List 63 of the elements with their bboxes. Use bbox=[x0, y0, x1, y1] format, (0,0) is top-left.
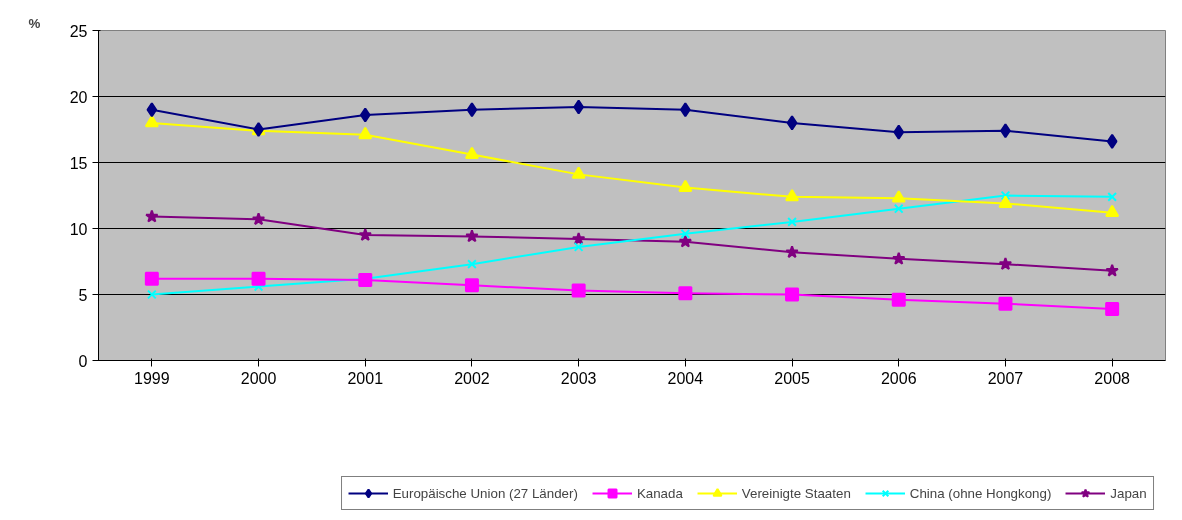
legend-label: Vereinigte Staaten bbox=[741, 485, 851, 501]
y-tick-label: 15 bbox=[69, 154, 88, 172]
point bbox=[466, 102, 478, 118]
y-tick-label: 25 bbox=[69, 22, 88, 40]
point bbox=[893, 124, 905, 140]
x-tick-label: 2001 bbox=[347, 369, 384, 387]
x-tick-label: 2000 bbox=[240, 369, 277, 387]
point bbox=[678, 179, 693, 193]
point bbox=[251, 212, 266, 226]
point bbox=[678, 286, 693, 301]
point bbox=[571, 166, 586, 179]
point bbox=[891, 190, 906, 203]
point bbox=[785, 287, 800, 302]
point bbox=[145, 209, 159, 223]
point bbox=[464, 278, 479, 293]
point bbox=[465, 229, 479, 243]
x-tick-label: 2004 bbox=[667, 369, 704, 387]
x-tick-label: 2005 bbox=[774, 369, 810, 387]
point bbox=[1105, 302, 1120, 317]
point bbox=[1105, 204, 1120, 218]
x-tick-label: 2007 bbox=[987, 369, 1024, 387]
point bbox=[785, 245, 799, 259]
point bbox=[144, 271, 159, 286]
x-tick-label: 1999 bbox=[134, 369, 170, 387]
point bbox=[571, 283, 586, 298]
x-tick-label: 2002 bbox=[454, 369, 490, 387]
point bbox=[891, 292, 906, 307]
point bbox=[144, 114, 159, 128]
y-tick-label: 0 bbox=[78, 352, 88, 370]
y-tick-label: 20 bbox=[69, 88, 88, 106]
point bbox=[1106, 133, 1118, 149]
point bbox=[893, 203, 904, 214]
y-tick-label: 10 bbox=[69, 220, 88, 238]
legend-label: Kanada bbox=[636, 485, 683, 501]
point bbox=[464, 146, 479, 160]
y-axis-title: % bbox=[28, 15, 41, 31]
point bbox=[573, 242, 584, 252]
legend-label: Europäische Union (27 Länder) bbox=[392, 485, 578, 501]
y-tick-label: 5 bbox=[78, 286, 88, 304]
x-tick-label: 2006 bbox=[880, 369, 917, 387]
legend-label: Japan bbox=[1110, 485, 1147, 501]
point bbox=[998, 296, 1013, 311]
legend-label: China (ohne Hongkong) bbox=[909, 485, 1052, 501]
point bbox=[785, 188, 800, 202]
point bbox=[998, 257, 1013, 270]
point bbox=[680, 228, 691, 239]
point bbox=[678, 234, 693, 248]
point bbox=[358, 228, 372, 241]
point bbox=[1105, 263, 1119, 277]
x-tick-label: 2003 bbox=[560, 369, 597, 387]
point bbox=[1000, 190, 1011, 201]
point bbox=[146, 289, 157, 300]
point bbox=[1107, 191, 1118, 202]
point bbox=[787, 217, 797, 227]
point bbox=[251, 271, 266, 286]
point bbox=[359, 107, 371, 123]
x-tick-label: 2008 bbox=[1094, 369, 1131, 387]
point bbox=[146, 102, 158, 118]
point bbox=[786, 115, 798, 131]
point bbox=[358, 126, 373, 140]
point bbox=[892, 251, 906, 265]
point bbox=[467, 259, 477, 270]
point bbox=[998, 195, 1013, 208]
